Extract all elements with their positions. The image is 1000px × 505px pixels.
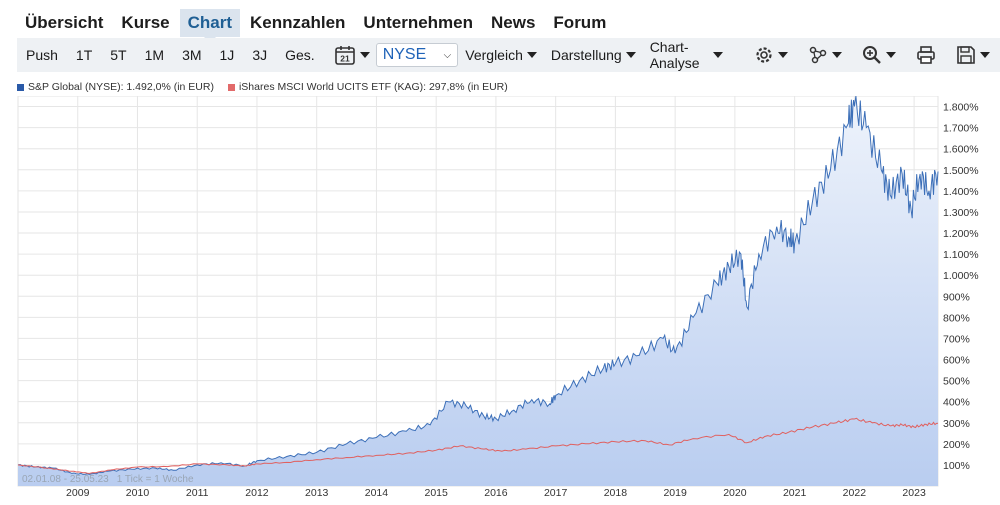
x-tick-label: 2012 <box>245 487 269 499</box>
range-button-1j[interactable]: 1J <box>219 47 235 63</box>
nav-tab-news[interactable]: News <box>491 13 536 32</box>
x-tick-label: 2017 <box>544 487 568 499</box>
x-tick-label: 2020 <box>723 487 747 499</box>
y-tick-label: 100% <box>943 460 970 472</box>
range-button-1m[interactable]: 1M <box>144 47 165 63</box>
range-button-1t[interactable]: 1T <box>75 47 93 63</box>
x-tick-label: 2018 <box>604 487 628 499</box>
nav-tab-unternehmen[interactable]: Unternehmen <box>363 13 473 32</box>
print-button[interactable] <box>906 45 946 65</box>
chevron-down-icon <box>359 52 370 58</box>
x-tick-label: 2021 <box>783 487 807 499</box>
y-tick-label: 500% <box>943 376 970 388</box>
menu-label: Darstellung <box>550 47 622 63</box>
nav-tab-chart[interactable]: Chart <box>179 9 241 43</box>
x-tick-label: 2010 <box>126 487 150 499</box>
y-tick-label: 1.600% <box>943 144 979 156</box>
y-tick-label: 1.200% <box>943 228 979 240</box>
chart-legend: S&P Global (NYSE): 1.492,0% (in EUR) iSha… <box>17 81 522 93</box>
y-tick-label: 300% <box>943 418 970 430</box>
range-button-3j[interactable]: 3J <box>252 47 268 63</box>
y-tick-label: 1.000% <box>943 270 979 282</box>
main-navigation: Übersicht Kurse Chart Kennzahlen Unternehmen… <box>17 9 616 43</box>
exchange-select[interactable]: NYSE ⌵ <box>375 43 459 67</box>
y-tick-label: 1.800% <box>943 102 979 114</box>
series-line-sp-global <box>17 96 939 475</box>
toolbar-menus: Vergleich Darstellung Chart-Analyse <box>458 39 730 71</box>
series-line-ishares-msci-world <box>17 417 939 474</box>
legend-swatch <box>227 83 235 91</box>
exchange-value: NYSE <box>382 46 427 63</box>
y-tick-label: 1.400% <box>943 186 979 198</box>
nav-tab-kennzahlen[interactable]: Kennzahlen <box>250 13 346 32</box>
indicators-button[interactable] <box>798 45 852 65</box>
y-tick-label: 1.300% <box>943 207 979 219</box>
y-tick-label: 1.500% <box>943 165 979 177</box>
range-button-ges[interactable]: Ges. <box>285 47 315 63</box>
settings-button[interactable] <box>744 45 798 65</box>
chevron-down-icon <box>832 52 842 58</box>
price-chart[interactable]: 100% 200% 300% 400% 500% 600% 700% 800% 900% 1.00… <box>0 96 1000 501</box>
zoom-icon <box>863 46 881 64</box>
calendar-icon: 21 <box>334 46 355 65</box>
y-tick-label: 600% <box>943 355 970 367</box>
x-tick-label: 2022 <box>843 487 867 499</box>
y-tick-label: 900% <box>943 291 970 303</box>
chevron-down-icon <box>713 52 723 58</box>
chevron-down-icon <box>526 52 537 58</box>
x-tick-label: 2019 <box>663 487 687 499</box>
nav-tab-kurse[interactable]: Kurse <box>121 13 170 32</box>
toolbar-icons <box>744 45 1000 65</box>
range-button-3m[interactable]: 3M <box>182 47 202 63</box>
menu-label: Vergleich <box>465 47 523 63</box>
range-button-push[interactable]: Push <box>26 47 58 63</box>
x-tick-label: 2014 <box>365 487 389 499</box>
tick-info-label: 1 Tick = 1 Woche <box>117 474 194 485</box>
nav-tab-übersicht[interactable]: Übersicht <box>25 13 104 32</box>
x-tick-label: 2011 <box>186 487 209 499</box>
chevron-down-icon <box>886 52 896 58</box>
menu-label: Chart-Analyse <box>649 39 700 71</box>
settings-icon <box>756 47 772 63</box>
legend-label: S&P Global (NYSE): 1.492,0% (in EUR) <box>28 81 214 93</box>
x-tick-label: 2009 <box>66 487 90 499</box>
menu-darstellung[interactable]: Darstellung <box>544 39 643 71</box>
date-range-label: 02.01.08 - 25.05.23 <box>22 474 109 485</box>
range-button-5t[interactable]: 5T <box>110 47 127 63</box>
chevron-down-icon <box>625 52 636 58</box>
calendar-button[interactable]: 21 <box>334 44 370 66</box>
menu-chart-analyse[interactable]: Chart-Analyse <box>643 39 730 71</box>
series-area-fill <box>18 96 938 486</box>
nav-tab-forum[interactable]: Forum <box>553 13 607 32</box>
y-tick-label: 700% <box>943 333 970 345</box>
legend-swatch <box>17 83 24 91</box>
zoom-button[interactable] <box>852 45 906 65</box>
print-icon <box>917 46 935 64</box>
legend-entry[interactable]: S&P Global (NYSE): 1.492,0% (in EUR) <box>17 81 214 93</box>
y-tick-label: 400% <box>943 397 970 409</box>
x-tick-label: 2016 <box>484 487 508 499</box>
y-tick-label: 200% <box>943 439 970 451</box>
y-tick-label: 1.700% <box>943 123 979 135</box>
x-tick-label: 2013 <box>305 487 329 499</box>
calendar-day: 21 <box>340 54 350 64</box>
time-range-group: Push 1T 5T 1M 3M 1J 3J Ges. <box>17 38 324 72</box>
legend-entry[interactable]: iShares MSCI World UCITS ETF (KAG): 297,… <box>227 81 508 93</box>
y-tick-label: 1.100% <box>943 249 979 261</box>
chart-toolbar: Push 1T 5T 1M 3M 1J 3J Ges. 21 NYSE ⌵ Vergleich… <box>17 38 1000 72</box>
indicators-icon <box>809 46 827 64</box>
chevron-down-icon: ⌵ <box>443 49 452 61</box>
chevron-down-icon <box>778 52 788 58</box>
menu-vergleich[interactable]: Vergleich <box>458 39 544 71</box>
save-icon <box>957 46 975 64</box>
chevron-down-icon <box>980 52 990 58</box>
save-button[interactable] <box>946 45 1000 65</box>
y-tick-label: 800% <box>943 312 970 324</box>
x-tick-label: 2015 <box>425 487 449 499</box>
legend-label: iShares MSCI World UCITS ETF (KAG): 297,… <box>238 81 508 93</box>
x-tick-label: 2023 <box>902 487 926 499</box>
chart-range-info: 02.01.08 - 25.05.23 1 Tick = 1 Woche <box>22 474 194 485</box>
